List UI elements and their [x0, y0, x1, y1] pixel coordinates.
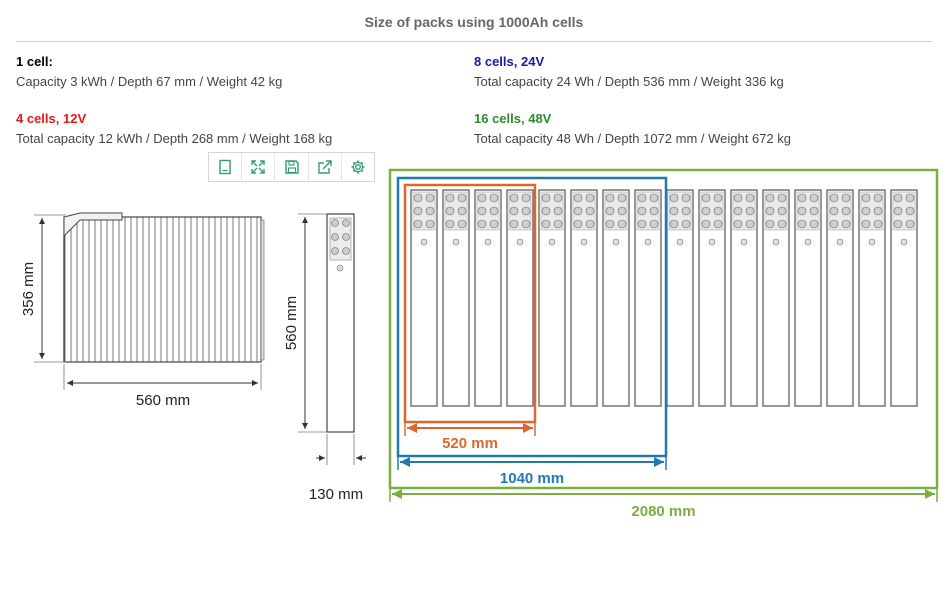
cell-length-label: 560 mm: [136, 392, 190, 409]
pack-cell: [698, 189, 726, 407]
cell-height-label: 356 mm: [20, 262, 37, 316]
pack-cell: [570, 189, 598, 407]
pack-cell: [474, 189, 502, 407]
pack-details: Total capacity 24 Wh / Depth 536 mm / We…: [474, 74, 784, 89]
pack-cell: [794, 189, 822, 407]
toolbar-page-button[interactable]: [209, 153, 241, 181]
pack-cell: [506, 189, 534, 407]
pack-info-4-cells: 4 cells, 12V Total capacity 12 kWh / Dep…: [16, 109, 332, 149]
toolbar-share-button[interactable]: [307, 153, 341, 181]
cell-side-height-dimension: [298, 213, 326, 433]
pack-cell: [762, 189, 790, 407]
pack-width-bracket: 1040 mm: [396, 176, 668, 487]
pack-width-bracket: 2080 mm: [388, 168, 939, 520]
pack-cell: [890, 189, 918, 407]
page-icon: [219, 159, 231, 175]
pack-info-1-cell: 1 cell: Capacity 3 kWh / Depth 67 mm / W…: [16, 52, 282, 92]
cell-side-height-label: 560 mm: [283, 296, 300, 350]
pack-heading: 4 cells, 12V: [16, 111, 87, 126]
pack-width-bracket: 520 mm: [403, 183, 537, 452]
pack-details: Total capacity 48 Wh / Depth 1072 mm / W…: [474, 131, 791, 146]
page-title: Size of packs using 1000Ah cells: [364, 14, 584, 30]
toolbar-settings-button[interactable]: [340, 153, 374, 181]
pack-cell: [410, 189, 438, 407]
pack-width-label: 1040 mm: [500, 470, 564, 487]
pack-info-8-cells: 8 cells, 24V Total capacity 24 Wh / Dept…: [474, 52, 784, 92]
pack-width-label: 2080 mm: [631, 503, 695, 520]
diagram-toolbar: [208, 152, 375, 182]
pack-cell: [442, 189, 470, 407]
pack-details: Total capacity 12 kWh / Depth 268 mm / W…: [16, 131, 333, 146]
gear-icon: [351, 160, 365, 174]
save-icon: [284, 160, 299, 174]
cell-side-view: [326, 213, 355, 433]
title-divider: [16, 41, 932, 42]
pack-cell: [730, 189, 758, 407]
pack-width-brackets: 520 mm 1040 mm 2080 mm: [388, 168, 939, 520]
pack-cell: [666, 189, 694, 407]
cell-width-dimension: [316, 434, 366, 465]
pack-heading: 1 cell:: [16, 54, 53, 69]
cell-length-dimension: [63, 364, 262, 390]
pack-info-16-cells: 16 cells, 48V Total capacity 48 Wh / Dep…: [474, 109, 791, 149]
pack-cell: [826, 189, 854, 407]
toolbar-save-button[interactable]: [274, 153, 307, 181]
pack-width-label: 520 mm: [442, 435, 498, 452]
expand-icon: [251, 160, 265, 174]
pack-cell: [634, 189, 662, 407]
share-icon: [318, 160, 332, 174]
pack-heading: 16 cells, 48V: [474, 111, 552, 126]
cell-front-view: [63, 212, 265, 363]
toolbar-fullscreen-button[interactable]: [241, 153, 274, 181]
cell-width-label: 130 mm: [309, 486, 363, 503]
pack-cell: [538, 189, 566, 407]
pack-cell: [602, 189, 630, 407]
pack-heading: 8 cells, 24V: [474, 54, 545, 69]
pack-cell: [858, 189, 886, 407]
pack-cell-row: [410, 189, 918, 407]
pack-details: Capacity 3 kWh / Depth 67 mm / Weight 42…: [16, 74, 283, 89]
cell-height-dimension: [34, 214, 66, 363]
